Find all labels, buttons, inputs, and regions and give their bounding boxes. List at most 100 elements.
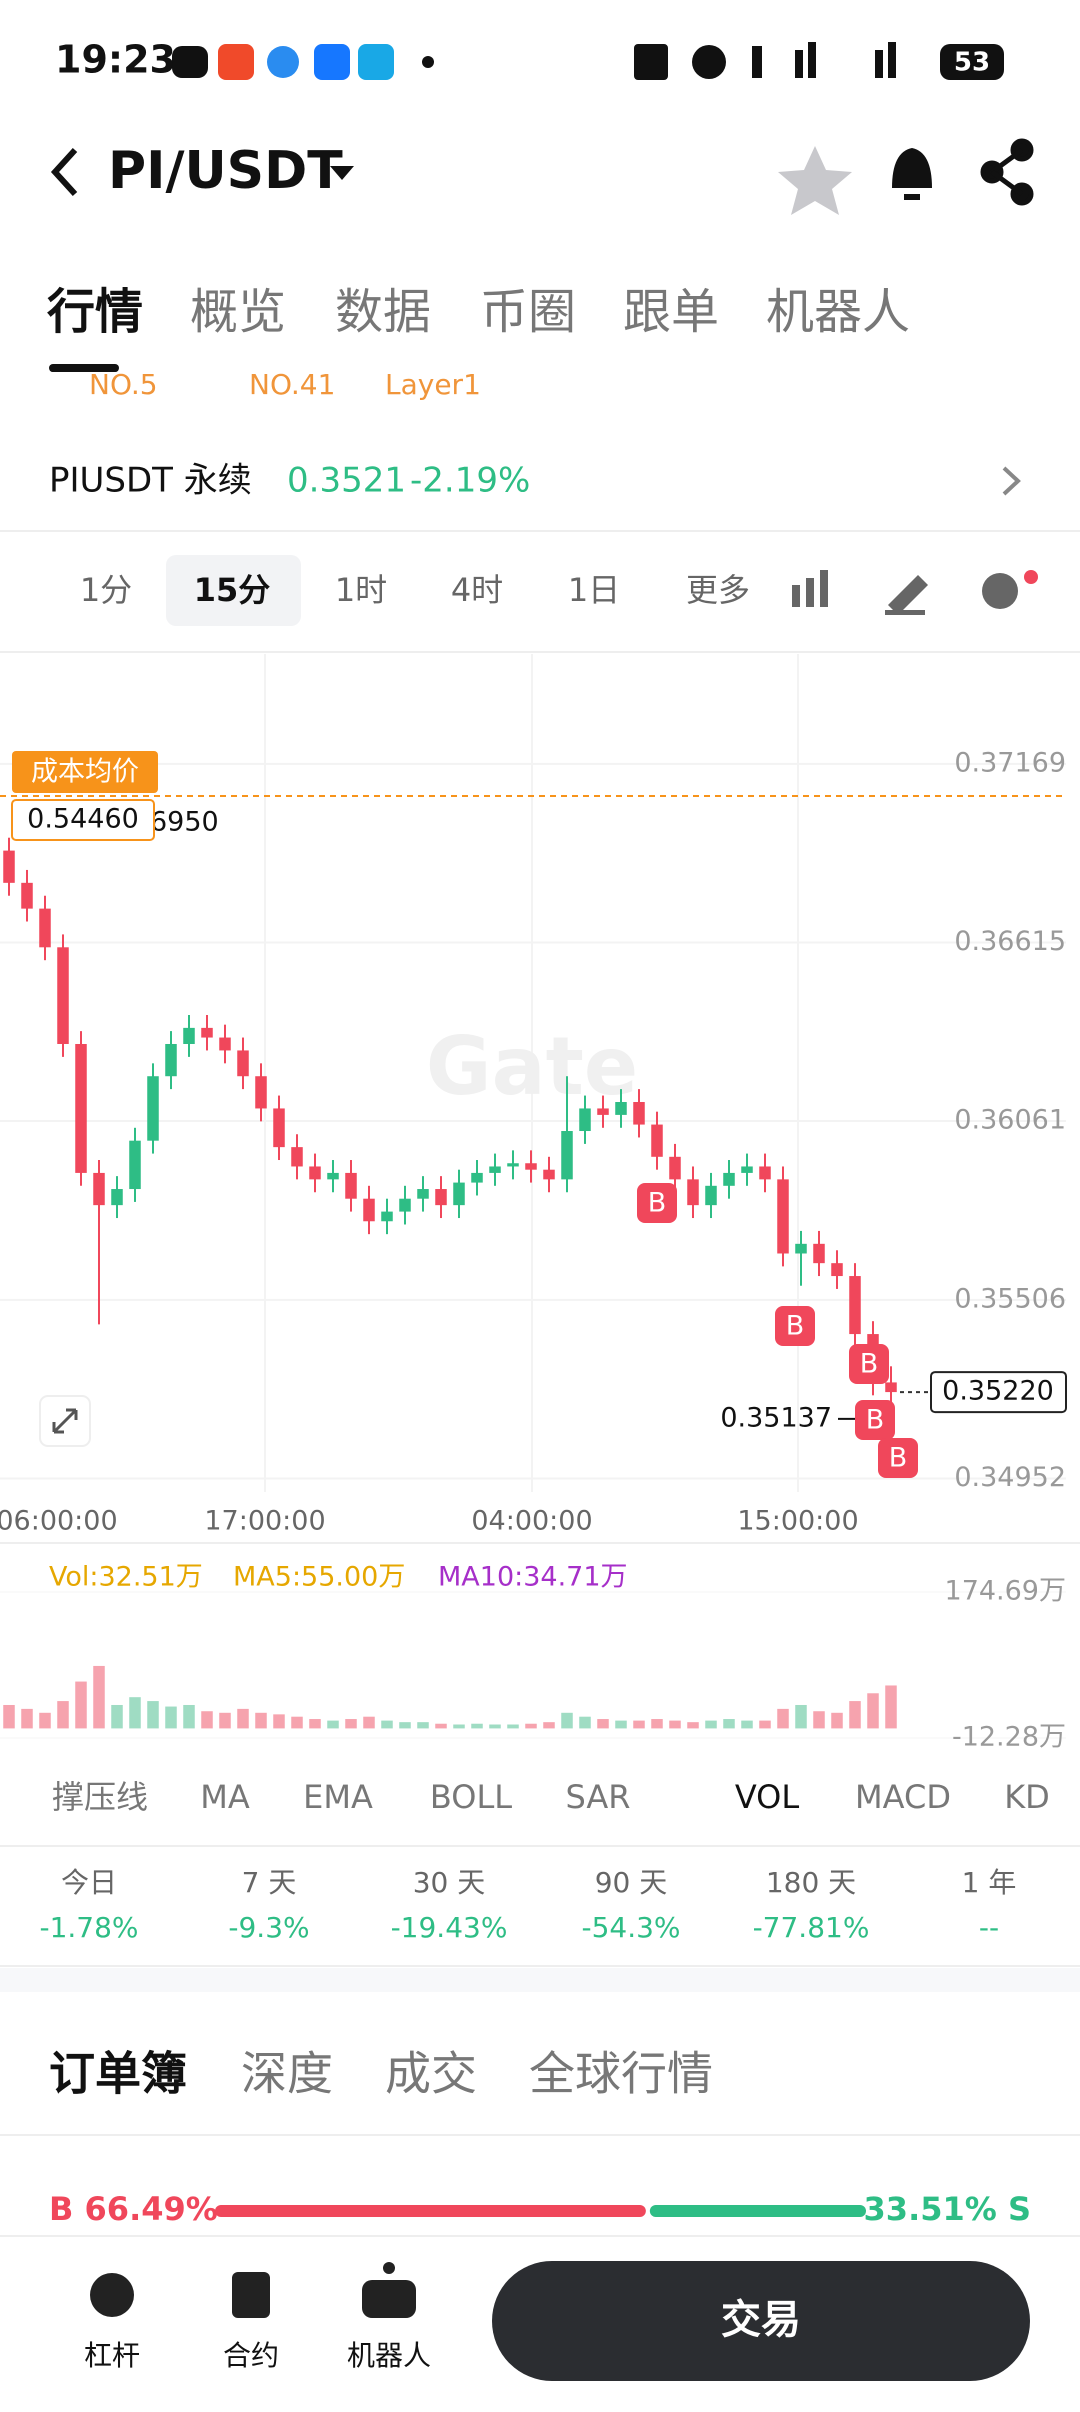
volume-bar <box>39 1712 51 1729</box>
indicator-tab[interactable]: BOLL <box>430 1778 512 1816</box>
volume-bar <box>183 1704 195 1729</box>
indicator-tab[interactable]: EMA <box>303 1778 373 1816</box>
cost-label: 成本均价 <box>31 757 139 788</box>
volume-bar <box>201 1711 213 1729</box>
sell-ratio: 33.51% S <box>864 2190 1031 2228</box>
indicator-tab[interactable]: 撑压线 <box>52 1778 148 1816</box>
orderbook-tab[interactable]: 深度 <box>241 2047 333 2101</box>
volume-bar <box>849 1701 861 1729</box>
indicator-tab[interactable]: KD <box>1004 1778 1050 1816</box>
dropdown-icon[interactable] <box>330 166 354 180</box>
candle-body <box>849 1276 861 1335</box>
volume-tick-label: -12.28万 <box>952 1722 1066 1753</box>
candle-body <box>651 1124 663 1157</box>
nav-label[interactable]: 杠杆 <box>84 2339 140 2372</box>
alert-icon[interactable] <box>892 148 932 200</box>
nav-label[interactable]: 机器人 <box>347 2339 431 2372</box>
candle-body <box>507 1163 519 1167</box>
period-label: 180 天 <box>766 1866 856 1899</box>
candle-body <box>21 882 33 909</box>
candle-body <box>471 1172 483 1183</box>
star-icon[interactable] <box>778 146 852 215</box>
status-icons <box>172 42 1004 80</box>
candle-body <box>399 1198 411 1212</box>
timeframe[interactable]: 15分 <box>194 571 271 609</box>
sell-bar <box>649 2205 866 2217</box>
timeframe[interactable]: 1时 <box>335 571 387 609</box>
timeframe[interactable]: 1日 <box>568 571 620 609</box>
volume-bar <box>579 1716 591 1729</box>
period-change: -19.43% <box>391 1911 508 1944</box>
orderbook-tab[interactable]: 全球行情 <box>529 2047 713 2101</box>
candle-body <box>345 1172 357 1199</box>
chevron[interactable] <box>1002 466 1021 496</box>
volume-bar <box>471 1723 483 1729</box>
volume-bar <box>237 1708 249 1729</box>
volume-bar <box>255 1712 267 1729</box>
tab[interactable]: 机器人 <box>766 284 910 340</box>
buy-marker <box>849 1344 889 1384</box>
volume-bar <box>291 1716 303 1729</box>
period-label: 1 年 <box>962 1866 1017 1899</box>
timeframe[interactable]: 更多 <box>686 571 750 609</box>
buy-marker-label: B <box>889 1443 908 1474</box>
pair-title: PI/USDT <box>108 141 343 201</box>
volume-bar <box>93 1665 105 1729</box>
tab[interactable]: 数据 <box>335 284 431 340</box>
candle-body <box>255 1076 267 1109</box>
orderbook-tab[interactable]: 订单簿 <box>49 2047 187 2101</box>
volume-bar <box>759 1720 771 1729</box>
candle-body <box>183 1027 195 1044</box>
candle-body <box>777 1179 789 1254</box>
tab[interactable]: 行情 <box>47 284 143 340</box>
volume-bar <box>417 1722 429 1729</box>
nav-icons[interactable] <box>90 2262 416 2318</box>
volume-bar <box>129 1697 141 1729</box>
volume-legend: Vol:32.51万 <box>49 1562 203 1593</box>
expand-arrows <box>52 1408 78 1434</box>
period-label: 今日 <box>61 1866 117 1899</box>
trade-button[interactable] <box>492 2261 1030 2381</box>
volume-bar <box>381 1720 393 1729</box>
buy-marker-label: B <box>860 1349 879 1380</box>
indicator-tab[interactable]: SAR <box>565 1778 630 1816</box>
candle-body <box>111 1189 123 1206</box>
tag: Layer1 <box>385 368 481 401</box>
y-tick-label: 0.36615 <box>954 926 1066 957</box>
period-label: 90 天 <box>595 1866 668 1899</box>
candle-body <box>219 1037 231 1051</box>
timeframe[interactable]: 1分 <box>80 571 132 609</box>
back-icon[interactable] <box>50 147 78 197</box>
volume-bar <box>723 1719 735 1729</box>
timeframe[interactable]: 4时 <box>451 571 503 609</box>
candle-body <box>741 1166 753 1173</box>
nav-label[interactable]: 合约 <box>223 2339 279 2372</box>
share-icon[interactable] <box>980 138 1034 206</box>
buy-marker-label: B <box>866 1405 885 1436</box>
candle-body <box>327 1172 339 1180</box>
tab[interactable]: 概览 <box>190 284 286 340</box>
buy-marker-label: B <box>786 1311 805 1342</box>
candle-body <box>759 1166 771 1180</box>
volume-bar <box>75 1681 87 1729</box>
chart-tools[interactable] <box>792 570 1038 615</box>
indicator-tab[interactable]: VOL <box>735 1778 800 1816</box>
x-tick-label: 04:00:00 <box>471 1506 592 1537</box>
volume-bar <box>651 1719 663 1729</box>
volume-bar <box>543 1722 555 1729</box>
tab[interactable]: 跟单 <box>623 284 719 340</box>
trade-button-label[interactable]: 交易 <box>721 2297 801 2343</box>
orderbook-tab[interactable]: 成交 <box>385 2047 477 2101</box>
indicator-tab[interactable]: MA <box>200 1778 250 1816</box>
volume-bar <box>111 1704 123 1729</box>
indicator-tab[interactable]: MACD <box>855 1778 951 1816</box>
last-price-label: 0.35220 <box>942 1376 1054 1407</box>
y-tick-label: 0.34952 <box>954 1462 1066 1493</box>
candle-body <box>201 1027 213 1038</box>
volume-bar <box>345 1719 357 1729</box>
tab[interactable]: 币圈 <box>480 284 576 340</box>
perp-name[interactable]: PIUSDT 永续 <box>49 461 252 501</box>
period-change: -54.3% <box>581 1911 680 1944</box>
candle-body <box>417 1189 429 1199</box>
buy-ratio: B 66.49% <box>49 2190 218 2228</box>
